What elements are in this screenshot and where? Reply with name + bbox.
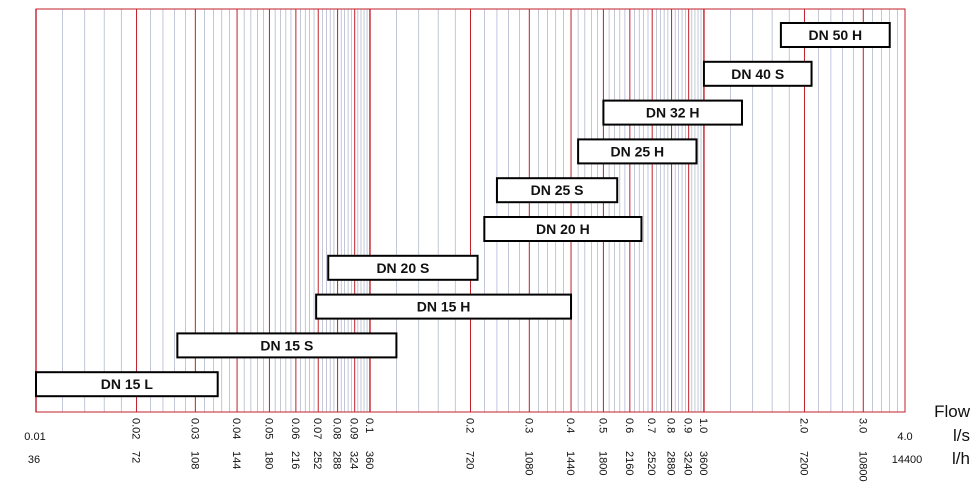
tick-label-ls: 0.06 [289, 418, 301, 439]
tick-label-ls: 0.3 [522, 418, 534, 433]
tick-label-lh: 288 [331, 451, 343, 469]
tick-label-lh: 72 [130, 451, 142, 463]
tick-label-lh: 10800 [856, 451, 868, 482]
tick-label-lh: 324 [348, 451, 360, 469]
range-bar-label: DN 15 H [417, 299, 471, 315]
range-bar-rect [327, 254, 479, 281]
axis-label-unit-ls: l/s [953, 426, 970, 445]
range-bar-rect [577, 138, 698, 165]
tick-label-ls: 0.4 [564, 418, 576, 433]
tick-label-ls: 0.09 [348, 418, 360, 439]
tick-label-ls: 0.6 [623, 418, 635, 433]
tick-label-lh: 216 [289, 451, 301, 469]
tick-label-lh: 14400 [892, 454, 923, 466]
range-bar: DN 50 H [779, 22, 891, 48]
tick-label-lh: 2520 [645, 451, 657, 475]
tick-label-lh: 3240 [682, 451, 694, 475]
tick-label-ls: 0.2 [464, 418, 476, 433]
range-bar: DN 20 H [483, 216, 643, 242]
tick-label-lh: 144 [230, 451, 242, 469]
tick-label-lh: 180 [262, 451, 274, 469]
tick-label-lh: 3600 [697, 451, 709, 475]
tick-label-ls: 0.01 [24, 431, 45, 443]
range-bar-label: DN 32 H [646, 105, 700, 121]
range-bar-label: DN 20 S [376, 260, 429, 276]
range-bar: DN 25 S [495, 177, 619, 204]
ticks-lh: 36 72 108 144 180 216 252 288 324 360 720 1080 1440 1… [28, 451, 922, 482]
tick-label-ls: 0.7 [645, 418, 657, 433]
tick-label-lh: 108 [188, 451, 200, 469]
tick-label-lh: 7200 [797, 451, 809, 475]
tick-label-ls: 2.0 [797, 418, 809, 433]
range-bar-rect [602, 99, 743, 126]
range-bar-rect [483, 216, 643, 242]
tick-label-lh: 2160 [623, 451, 635, 475]
tick-label-ls: 0.08 [331, 418, 343, 439]
tick-label-ls: 0.02 [130, 418, 142, 439]
tick-label-lh: 1080 [522, 451, 534, 475]
range-bar: DN 20 S [327, 254, 479, 281]
tick-label-ls: 0.1 [363, 418, 375, 433]
tick-label-lh: 36 [28, 454, 40, 466]
range-bar-label: DN 25 S [531, 182, 584, 198]
range-bar: DN 15 S [176, 332, 398, 359]
tick-label-lh: 720 [464, 451, 476, 469]
range-bar-label: DN 40 S [731, 66, 784, 82]
range-bar-rect [702, 60, 813, 87]
axis-label-flow: Flow [934, 402, 971, 421]
range-bar: DN 32 H [602, 99, 743, 126]
tick-label-ls: 3.0 [856, 418, 868, 433]
range-bar: DN 15 H [315, 293, 573, 320]
plot-frame [35, 8, 906, 413]
range-bar-rect [315, 293, 573, 320]
tick-label-lh: 1800 [596, 451, 608, 475]
tick-label-lh: 1440 [564, 451, 576, 475]
range-bar-label: DN 15 L [101, 376, 154, 392]
tick-label-ls: 0.8 [665, 418, 677, 433]
range-bar-label: DN 15 S [260, 337, 313, 353]
range-bar: DN 25 H [577, 138, 698, 165]
tick-label-ls: 0.05 [262, 418, 274, 439]
ticks-ls: 0.01 0.02 0.03 0.04 0.05 0.06 0.07 0.08 0.09 0.1 0… [24, 418, 912, 443]
range-bar: DN 40 S [702, 60, 813, 87]
range-bar-rect [176, 332, 398, 359]
tick-label-ls: 1.0 [697, 418, 709, 433]
tick-label-ls: 0.03 [188, 418, 200, 439]
axis-label-unit-lh: l/h [952, 449, 970, 468]
tick-label-ls: 0.07 [311, 418, 323, 439]
tick-label-lh: 2880 [665, 451, 677, 475]
bars: DN 50 H DN 40 S DN 32 H DN 25 H DN 25 S DN 20… [35, 22, 891, 398]
range-bar-rect [495, 177, 619, 204]
tick-label-ls: 0.9 [682, 418, 694, 433]
range-bar-label: DN 20 H [536, 221, 590, 237]
range-bar-rect [35, 371, 219, 398]
tick-label-lh: 360 [363, 451, 375, 469]
range-bar: DN 15 L [35, 371, 219, 398]
range-bar-label: DN 50 H [808, 27, 862, 43]
tick-label-ls: 0.5 [596, 418, 608, 433]
tick-label-ls: 4.0 [897, 431, 912, 443]
tick-label-ls: 0.04 [230, 418, 242, 439]
tick-label-lh: 252 [311, 451, 323, 469]
range-bar-rect [779, 22, 891, 48]
range-bar-label: DN 25 H [610, 143, 664, 159]
